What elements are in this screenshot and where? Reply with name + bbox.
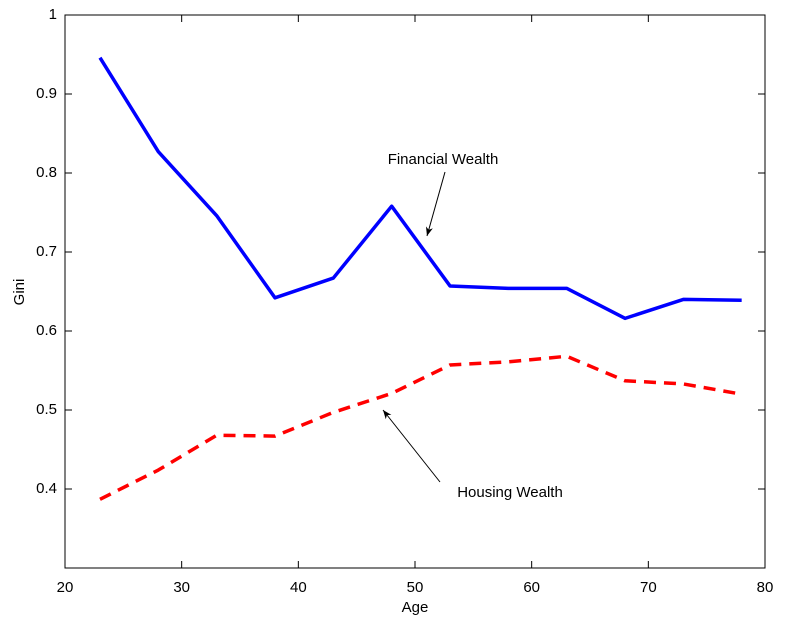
- data-line: [98, 56, 742, 321]
- y-tick-label: 0.9: [36, 85, 57, 102]
- plot-frame: [64, 14, 766, 569]
- y-tick-label: 0.5: [36, 401, 57, 418]
- y-tick-label: 0.8: [36, 164, 57, 181]
- annotation-arrow: [382, 409, 441, 483]
- x-axis-label: Age: [402, 599, 429, 616]
- y-tick-label: 0.6: [36, 322, 57, 339]
- y-tick-label: 0.7: [36, 243, 57, 260]
- y-tick-label: 1: [49, 6, 57, 23]
- x-tick-label: 50: [407, 579, 424, 596]
- annotation-arrow: [425, 171, 446, 237]
- annotation: Housing Wealth: [457, 484, 563, 501]
- x-tick-label: 30: [173, 579, 190, 596]
- annotation: Financial Wealth: [388, 151, 499, 168]
- x-tick-label: 20: [57, 579, 74, 596]
- y-tick-label: 0.4: [36, 480, 57, 497]
- x-tick-label: 40: [290, 579, 307, 596]
- x-tick-label: 80: [757, 579, 774, 596]
- data-line: [99, 354, 742, 501]
- y-axis-label: Gini: [11, 279, 28, 306]
- x-tick-label: 60: [523, 579, 540, 596]
- x-tick-label: 70: [640, 579, 657, 596]
